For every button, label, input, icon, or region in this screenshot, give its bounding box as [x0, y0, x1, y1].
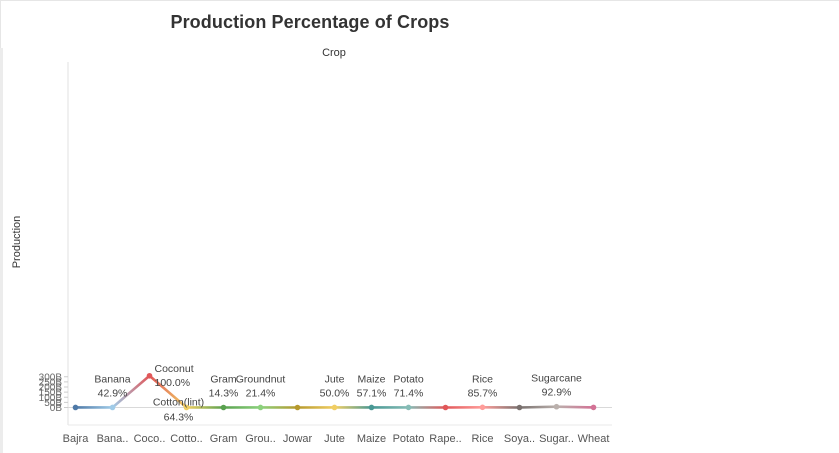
- x-tick-label: Bajra: [63, 433, 90, 445]
- y-tick-label: 200B: [39, 383, 63, 394]
- annotation-crop-name: Coconut: [155, 363, 194, 375]
- annotation-crop-name: Gram: [210, 373, 237, 385]
- x-tick-label: Rape..: [429, 433, 461, 445]
- data-point: [442, 404, 449, 411]
- x-tick-label: Bana..: [97, 433, 129, 445]
- annotation-crop-name: Jute: [325, 373, 345, 385]
- data-point: [590, 404, 597, 411]
- y-tick-label: 300B: [39, 372, 63, 383]
- data-point: [479, 404, 486, 411]
- series-line-segment: [518, 405, 558, 409]
- x-tick-label: Jute: [324, 433, 345, 445]
- line-layer: [74, 374, 595, 409]
- data-point: [257, 404, 264, 411]
- point-layer: [72, 372, 597, 411]
- annotation-percentage: 14.3%: [209, 387, 239, 399]
- y-tick-label: 0B: [50, 403, 63, 414]
- annotation-percentage: 85.7%: [468, 387, 498, 399]
- x-tick-label: Sugar..: [539, 433, 574, 445]
- y-tick-label: 100B: [39, 393, 63, 404]
- x-tick-label: Rice: [471, 433, 493, 445]
- y-tick-label: 50B: [44, 398, 62, 409]
- data-point: [553, 403, 560, 410]
- data-point: [368, 404, 375, 411]
- annotation-crop-name: Banana: [94, 373, 130, 385]
- y-tick-label: 150B: [39, 388, 63, 399]
- data-point: [220, 404, 227, 411]
- annotation-crop-name: Cotton(lint): [153, 396, 204, 408]
- x-tick-label: Grou..: [245, 433, 276, 445]
- x-tick-label: Soya..: [504, 433, 535, 445]
- annotation-percentage: 100.0%: [155, 377, 191, 389]
- y-tick-label: 250B: [39, 377, 63, 388]
- x-tick-label: Jowar: [283, 433, 313, 445]
- data-point: [72, 404, 79, 411]
- x-tick-label: Potato: [393, 433, 425, 445]
- x-tick-label: Coco..: [134, 433, 166, 445]
- annotation-crop-name: Sugarcane: [531, 373, 582, 385]
- annotation-percentage: 71.4%: [394, 387, 424, 399]
- annotation-crop-name: Groundnut: [236, 373, 286, 385]
- data-point: [331, 404, 338, 411]
- x-tick-label: Cotto..: [170, 433, 202, 445]
- data-point: [516, 404, 523, 411]
- chart-title: Production Percentage of Crops: [170, 12, 450, 32]
- data-point: [294, 404, 301, 411]
- left-scroll-strip: [0, 48, 3, 453]
- x-tick-label: Gram: [210, 433, 238, 445]
- x-tick-label: Maize: [357, 433, 386, 445]
- data-point: [109, 404, 116, 411]
- data-point: [146, 372, 153, 379]
- label-layer: Banana 42.9% Coconut 100.0% Cotton(lint) 64.3…: [94, 363, 582, 424]
- x-tick-label: Wheat: [578, 433, 610, 445]
- annotation-crop-name: Potato: [393, 373, 424, 385]
- annotation-percentage: 50.0%: [320, 387, 350, 399]
- series-line-segment: [555, 405, 595, 409]
- series-line-segment: [111, 374, 151, 409]
- annotation-percentage: 57.1%: [357, 387, 387, 399]
- data-point: [183, 404, 190, 411]
- annotation-percentage: 64.3%: [164, 411, 194, 423]
- annotation-percentage: 92.9%: [542, 387, 572, 399]
- data-point: [405, 404, 412, 411]
- annotation-percentage: 42.9%: [98, 387, 128, 399]
- column-header: Crop: [322, 47, 346, 59]
- series-line-segment: [148, 374, 188, 409]
- annotation-percentage: 21.4%: [246, 387, 276, 399]
- frame-top-border: [0, 0, 839, 1]
- annotation-crop-name: Maize: [357, 373, 385, 385]
- annotation-crop-name: Rice: [472, 373, 493, 385]
